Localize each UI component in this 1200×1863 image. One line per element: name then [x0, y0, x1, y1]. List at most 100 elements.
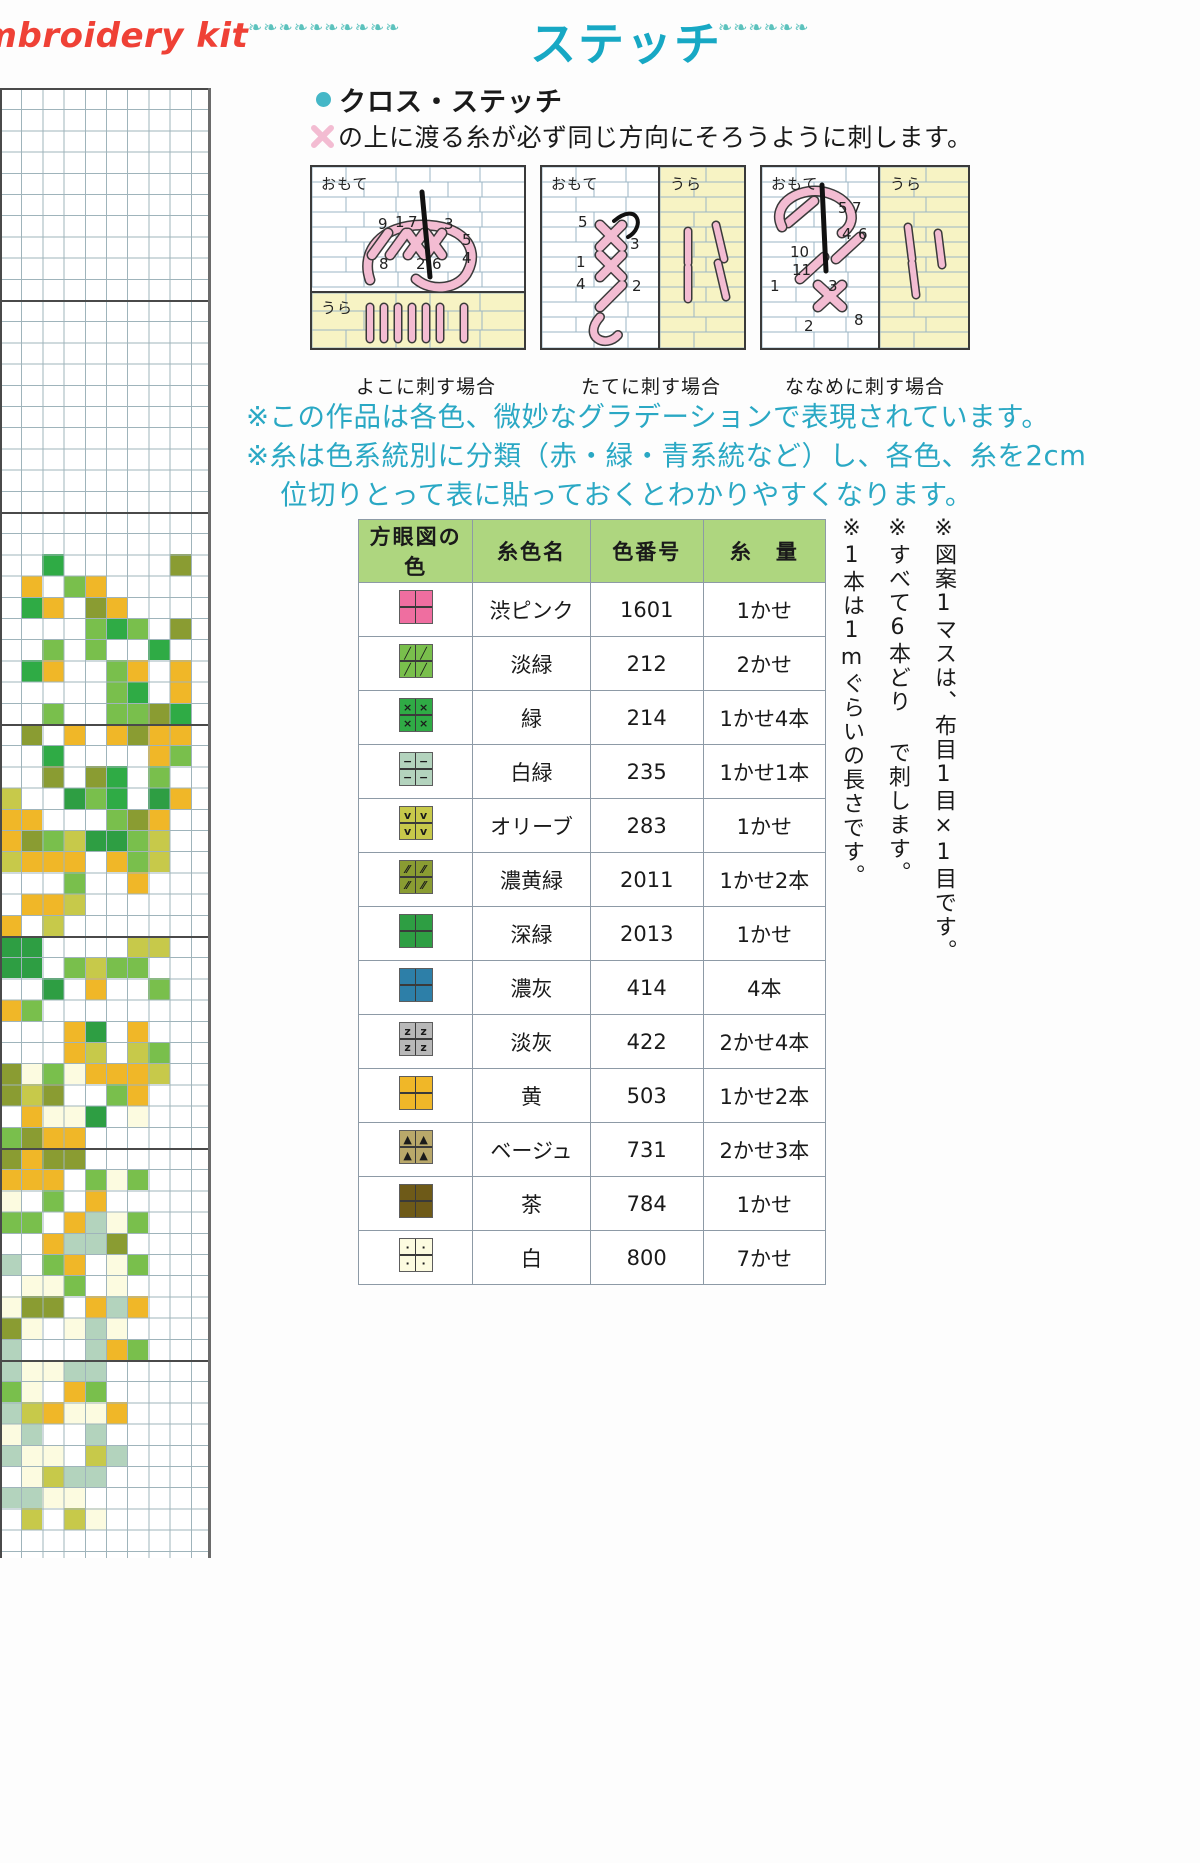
chart-cell: [63, 1254, 85, 1276]
cell-swatch: [357, 960, 474, 1015]
chart-cell: [0, 957, 22, 979]
cell-color-number: 235: [589, 744, 704, 799]
swatch-glyph: −: [402, 770, 413, 784]
chart-cell: [148, 787, 170, 809]
color-swatch-1601: [398, 590, 433, 624]
cell-swatch: [357, 906, 474, 961]
diagram-1-num-6: 6: [432, 255, 442, 273]
chart-cell: [127, 681, 149, 703]
diagram-2-num-4: 4: [575, 275, 586, 293]
chart-cell: [106, 1296, 128, 1318]
chart-cell: [148, 702, 170, 724]
cell-color-number: 414: [589, 960, 704, 1015]
cell-thread-amount: 4本: [702, 960, 827, 1015]
swatch-glyph: ╱: [420, 662, 427, 676]
chart-cell: [84, 766, 106, 788]
chart-cell: [106, 1275, 128, 1297]
diagram-2-num-5: 5: [577, 213, 588, 231]
chart-cell: [148, 936, 170, 958]
chart-cell: [42, 893, 64, 915]
chart-cell: [0, 1317, 22, 1339]
fabric-weave-1: [311, 167, 524, 348]
swatch-glyph: ×: [418, 716, 429, 730]
cell-swatch: [357, 1068, 474, 1123]
chart-cell: [42, 554, 64, 576]
diagram-3-num-2: 2: [804, 317, 814, 335]
caption-horizontal: よこに刺す場合: [355, 376, 496, 398]
chart-cell: [106, 787, 128, 809]
cell-swatch: [357, 1176, 474, 1231]
diagram-1-front-label: おもて: [321, 175, 369, 193]
chart-cell: [84, 1338, 106, 1360]
chart-cell: [169, 554, 191, 576]
chart-cell: [84, 787, 106, 809]
cell-thread-name: 黄: [472, 1068, 591, 1123]
swatch-glyph: ᴠ: [419, 824, 428, 838]
chart-cell: [63, 1020, 85, 1042]
diagram-vertical: おもて うら 5 1 4 3 2: [539, 165, 746, 350]
swatch-glyph: ·: [405, 1240, 410, 1254]
caption-diagonal: ななめに刺す場合: [784, 376, 945, 398]
chart-cell: [0, 1211, 22, 1233]
note-line-1: ※この作品は各色、微妙なグラデーションで表現されています。: [246, 401, 1050, 433]
chart-cell: [63, 1105, 85, 1127]
chart-cell: [42, 830, 64, 852]
chart-cell: [106, 1254, 128, 1276]
color-swatch-2011: ⁄⁄ ⁄⁄ ⁄⁄ ⁄⁄: [398, 860, 433, 894]
chart-cell: [148, 851, 170, 873]
cross-stitch-instruction: の上に渡る糸が必ず同じ方向にそろうように刺します。: [310, 118, 973, 154]
diagram-3-num-8: 8: [854, 311, 864, 329]
chart-cell: [169, 660, 191, 682]
chart-cell: [0, 999, 22, 1021]
swatch-glyph: ⁄⁄: [421, 878, 426, 892]
cell-color-number: 503: [589, 1068, 704, 1123]
chart-cell: [84, 1190, 106, 1212]
cell-swatch: ⁄⁄ ⁄⁄ ⁄⁄ ⁄⁄: [357, 852, 474, 907]
diagram-1-num-1: 1: [395, 213, 405, 231]
header-thread-amount: 糸 量: [702, 519, 827, 583]
diagram-2-num-2: 2: [631, 277, 642, 295]
color-swatch-212: ╱ ╱ ╱ ╱: [398, 644, 433, 678]
chart-cell: [63, 1148, 85, 1170]
chart-cell: [21, 1105, 43, 1127]
chart-cell: [0, 1360, 22, 1382]
table-row: · · · · 白 800 7かせ: [357, 1230, 827, 1285]
diagram-1-back-label: うら: [321, 299, 354, 317]
diagram-1-num-2: 2: [416, 255, 426, 273]
cell-thread-amount: 1かせ2本: [702, 1068, 827, 1123]
cell-color-number: 283: [589, 798, 704, 853]
chart-cell: [0, 1169, 22, 1191]
chart-cell: [84, 1211, 106, 1233]
table-row: 黄 503 1かせ2本: [357, 1068, 827, 1123]
chart-cell: [21, 936, 43, 958]
swatch-glyph: ×: [402, 700, 413, 714]
side-note-2: ※すべて6本どり で刺します。: [885, 516, 910, 885]
cell-color-number: 212: [589, 636, 704, 691]
cell-thread-amount: 2かせ: [702, 636, 827, 691]
cell-thread-name: 濃黄緑: [472, 852, 591, 907]
chart-cell: [84, 1063, 106, 1085]
chart-cell: [21, 1317, 43, 1339]
cross-stitch-heading: クロス・ステッチ: [316, 80, 563, 119]
chart-cell: [84, 830, 106, 852]
chart-cell: [106, 851, 128, 873]
chart-cell: [127, 1296, 149, 1318]
cell-color-number: 422: [589, 1014, 704, 1069]
chart-cell: [0, 936, 22, 958]
chart-cell: [84, 1360, 106, 1382]
color-swatch-503: [398, 1076, 433, 1110]
chart-cell: [84, 1466, 106, 1488]
chart-cell: [169, 745, 191, 767]
diagram-1-num-4: 4: [462, 249, 472, 267]
chart-cell: [21, 1169, 43, 1191]
swatch-glyph: ᴠ: [403, 808, 412, 822]
diagram-2-num-1: 1: [575, 253, 586, 271]
chart-cell: [21, 1423, 43, 1445]
cell-thread-name: 濃灰: [472, 960, 591, 1015]
chart-cell: [63, 1360, 85, 1382]
chart-cell: [21, 1063, 43, 1085]
chart-cell: [84, 1105, 106, 1127]
chart-cell: [0, 1444, 22, 1466]
